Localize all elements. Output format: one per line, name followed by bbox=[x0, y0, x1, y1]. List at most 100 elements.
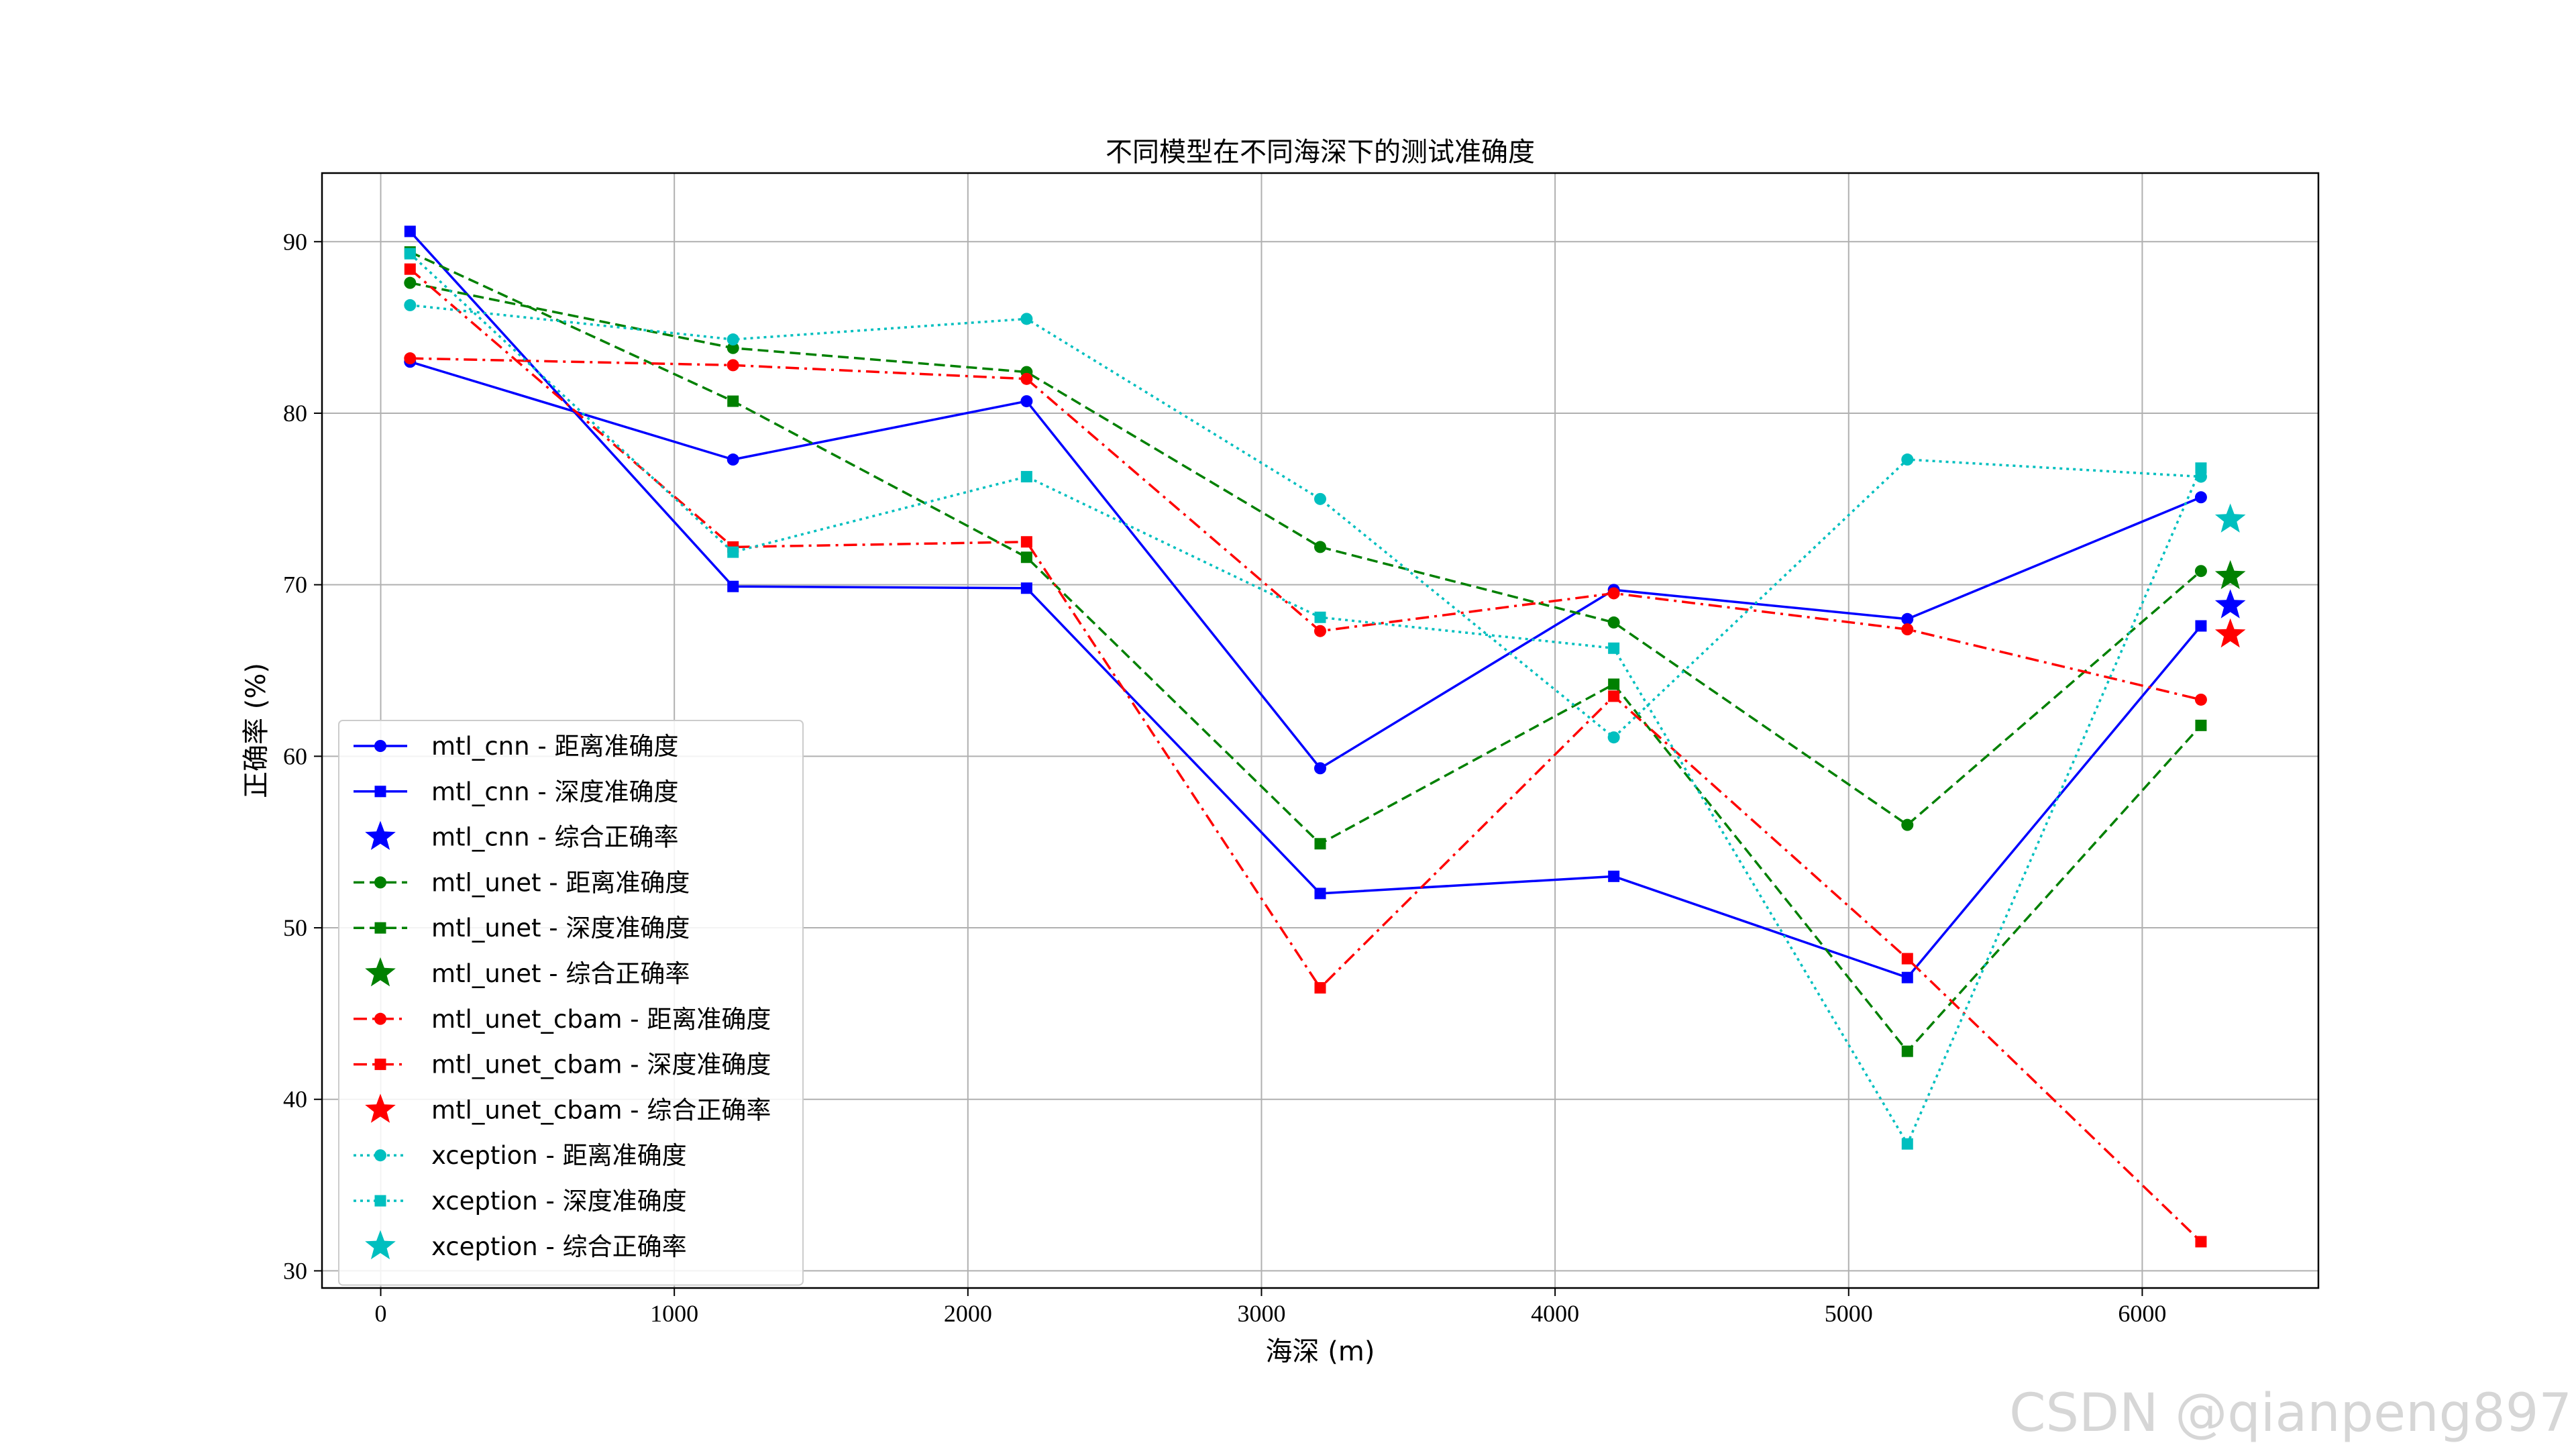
data-point-circle bbox=[1020, 395, 1033, 408]
legend-label: mtl_unet_cbam - 深度准确度 bbox=[431, 1051, 771, 1079]
data-point-square bbox=[1901, 953, 1913, 965]
data-point-square bbox=[727, 395, 739, 407]
data-point-square bbox=[1901, 1045, 1913, 1057]
data-point-star bbox=[2214, 618, 2246, 648]
data-point-circle bbox=[1314, 625, 1326, 637]
legend-label: mtl_cnn - 综合正确率 bbox=[431, 823, 678, 852]
data-point-square bbox=[1901, 971, 1913, 983]
data-point-circle bbox=[404, 299, 417, 311]
data-point-square bbox=[1608, 678, 1620, 690]
series-mtl_unet-star bbox=[2214, 559, 2246, 590]
legend-marker-star bbox=[365, 957, 396, 987]
legend-label: mtl_cnn - 距离准确度 bbox=[431, 732, 678, 761]
legend-marker-circle bbox=[374, 740, 386, 752]
data-point-circle bbox=[2194, 565, 2207, 578]
data-point-circle bbox=[1901, 623, 1914, 636]
data-point-square bbox=[404, 263, 416, 275]
data-point-square bbox=[404, 225, 416, 237]
x-tick-label: 2000 bbox=[944, 1300, 992, 1327]
series-mtl_cnn-square bbox=[404, 225, 2207, 983]
legend-entry: mtl_unet_cbam - 距离准确度 bbox=[354, 1005, 771, 1034]
legend-label: xception - 距离准确度 bbox=[431, 1141, 687, 1170]
y-tick-label: 60 bbox=[283, 743, 307, 769]
data-point-circle bbox=[727, 341, 739, 354]
data-point-square bbox=[1020, 471, 1032, 483]
data-point-circle bbox=[1607, 587, 1620, 600]
series-xception-star bbox=[2214, 503, 2246, 533]
series-mtl_unet_cbam-star bbox=[2214, 618, 2246, 648]
legend-marker-square bbox=[374, 1059, 386, 1071]
data-point-circle bbox=[727, 359, 739, 372]
y-tick-label: 40 bbox=[283, 1086, 307, 1113]
data-point-square bbox=[1608, 870, 1620, 882]
legend-label: mtl_unet_cbam - 距离准确度 bbox=[431, 1005, 771, 1034]
plot-frame bbox=[321, 172, 2320, 1289]
legend-entry: xception - 深度准确度 bbox=[354, 1187, 687, 1216]
legend-marker-square bbox=[374, 1195, 386, 1207]
data-point-circle bbox=[1901, 818, 1914, 831]
legend-label: mtl_unet - 距离准确度 bbox=[431, 868, 690, 897]
legend-label: xception - 综合正确率 bbox=[431, 1232, 687, 1261]
data-point-circle bbox=[727, 453, 739, 466]
data-point-square bbox=[1608, 690, 1620, 702]
legend-entry: mtl_cnn - 深度准确度 bbox=[354, 777, 678, 806]
legend-entry: mtl_unet - 综合正确率 bbox=[365, 957, 690, 988]
y-tick-label: 30 bbox=[283, 1257, 307, 1284]
legend-entry: mtl_unet_cbam - 综合正确率 bbox=[365, 1093, 771, 1124]
legend-marker-star bbox=[365, 820, 396, 850]
data-point-square bbox=[2195, 462, 2207, 474]
legend-entry: xception - 距离准确度 bbox=[354, 1141, 687, 1170]
data-point-circle bbox=[1901, 612, 1914, 625]
data-point-square bbox=[404, 248, 416, 260]
data-point-square bbox=[2195, 1236, 2207, 1248]
legend-label: mtl_cnn - 深度准确度 bbox=[431, 777, 678, 806]
legend-entry: mtl_unet_cbam - 深度准确度 bbox=[354, 1051, 771, 1079]
data-point-circle bbox=[1607, 616, 1620, 629]
legend-label: mtl_unet - 深度准确度 bbox=[431, 914, 690, 943]
data-point-square bbox=[2195, 719, 2207, 731]
data-point-circle bbox=[1020, 313, 1033, 325]
data-point-square bbox=[1608, 642, 1620, 654]
data-point-circle bbox=[2194, 693, 2207, 706]
data-point-circle bbox=[1314, 762, 1326, 775]
legend-label: mtl_unet_cbam - 综合正确率 bbox=[431, 1095, 771, 1124]
legend-marker-square bbox=[374, 922, 386, 934]
x-tick-label: 6000 bbox=[2118, 1300, 2166, 1327]
data-point-star bbox=[2214, 503, 2246, 533]
legend-box bbox=[338, 720, 804, 1286]
data-point-circle bbox=[1607, 731, 1620, 744]
legend-marker-square bbox=[374, 786, 386, 798]
legend-marker-star bbox=[365, 1093, 396, 1123]
data-point-circle bbox=[1314, 492, 1326, 505]
data-point-circle bbox=[1314, 541, 1326, 553]
x-tick-label: 5000 bbox=[1825, 1300, 1873, 1327]
data-point-square bbox=[1314, 611, 1326, 623]
x-tick-label: 3000 bbox=[1237, 1300, 1285, 1327]
y-axis-title: 正确率 (%) bbox=[241, 663, 272, 798]
legend-label: mtl_unet - 综合正确率 bbox=[431, 959, 690, 988]
series-mtl_unet_cbam-circle bbox=[404, 352, 2207, 706]
data-point-circle bbox=[1020, 372, 1033, 385]
legend-entry: mtl_cnn - 综合正确率 bbox=[365, 820, 678, 852]
chart-title: 不同模型在不同海深下的测试准确度 bbox=[1106, 137, 1535, 168]
legend-entry: mtl_unet - 距离准确度 bbox=[354, 868, 690, 897]
legend: mtl_cnn - 距离准确度 mtl_cnn - 深度准确度 mtl_cnn - … bbox=[338, 720, 804, 1286]
x-tick-label: 0 bbox=[375, 1300, 387, 1327]
legend-entry: xception - 综合正确率 bbox=[365, 1230, 687, 1261]
legend-marker-circle bbox=[374, 876, 386, 889]
y-tick-label: 50 bbox=[283, 914, 307, 941]
legend-marker-circle bbox=[374, 1149, 386, 1162]
ticks: 0 1000 2000 3000 4000 5000 6000 30 40 50 60 70 80 90 bbox=[283, 228, 2166, 1327]
series-mtl_cnn-star bbox=[2214, 589, 2246, 619]
data-point-square bbox=[727, 580, 739, 592]
legend-marker-star bbox=[365, 1230, 396, 1260]
x-tick-label: 1000 bbox=[650, 1300, 698, 1327]
series-layer bbox=[404, 225, 2246, 1248]
legend-marker-circle bbox=[374, 1012, 386, 1025]
data-point-square bbox=[1314, 838, 1326, 850]
data-point-square bbox=[2195, 620, 2207, 632]
data-point-square bbox=[1020, 536, 1032, 548]
x-tick-label: 4000 bbox=[1531, 1300, 1579, 1327]
data-point-square bbox=[1314, 982, 1326, 994]
